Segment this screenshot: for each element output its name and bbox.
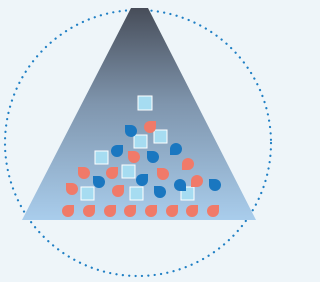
square [95,151,108,164]
coral-drop [166,205,178,217]
coral-drop [112,185,124,197]
coral-drop [145,205,157,217]
blue-drop [136,174,148,186]
square [81,187,94,200]
coral-drop [104,205,116,217]
page [0,0,320,282]
coral-drop [83,205,95,217]
blue-drop [209,179,221,191]
blue-drop [174,179,186,191]
coral-drop [106,167,118,179]
blue-drop [147,151,159,163]
coral-drop [78,167,90,179]
coral-drop [62,205,74,217]
coral-drop [144,121,156,133]
blue-drop [125,125,137,137]
illustration [0,0,275,282]
coral-drop [128,151,140,163]
coral-drop [191,175,203,187]
coral-drop [66,183,78,195]
square [122,165,135,178]
square [138,96,152,110]
blue-drop [93,176,105,188]
coral-drop [186,205,198,217]
coral-drop [157,168,169,180]
blue-drop [170,143,182,155]
square [130,187,143,200]
square [134,135,147,148]
coral-drop [124,205,136,217]
blue-drop [111,145,123,157]
blue-drop [154,186,166,198]
square [154,130,167,143]
coral-drop [182,158,194,170]
coral-drop [207,205,219,217]
